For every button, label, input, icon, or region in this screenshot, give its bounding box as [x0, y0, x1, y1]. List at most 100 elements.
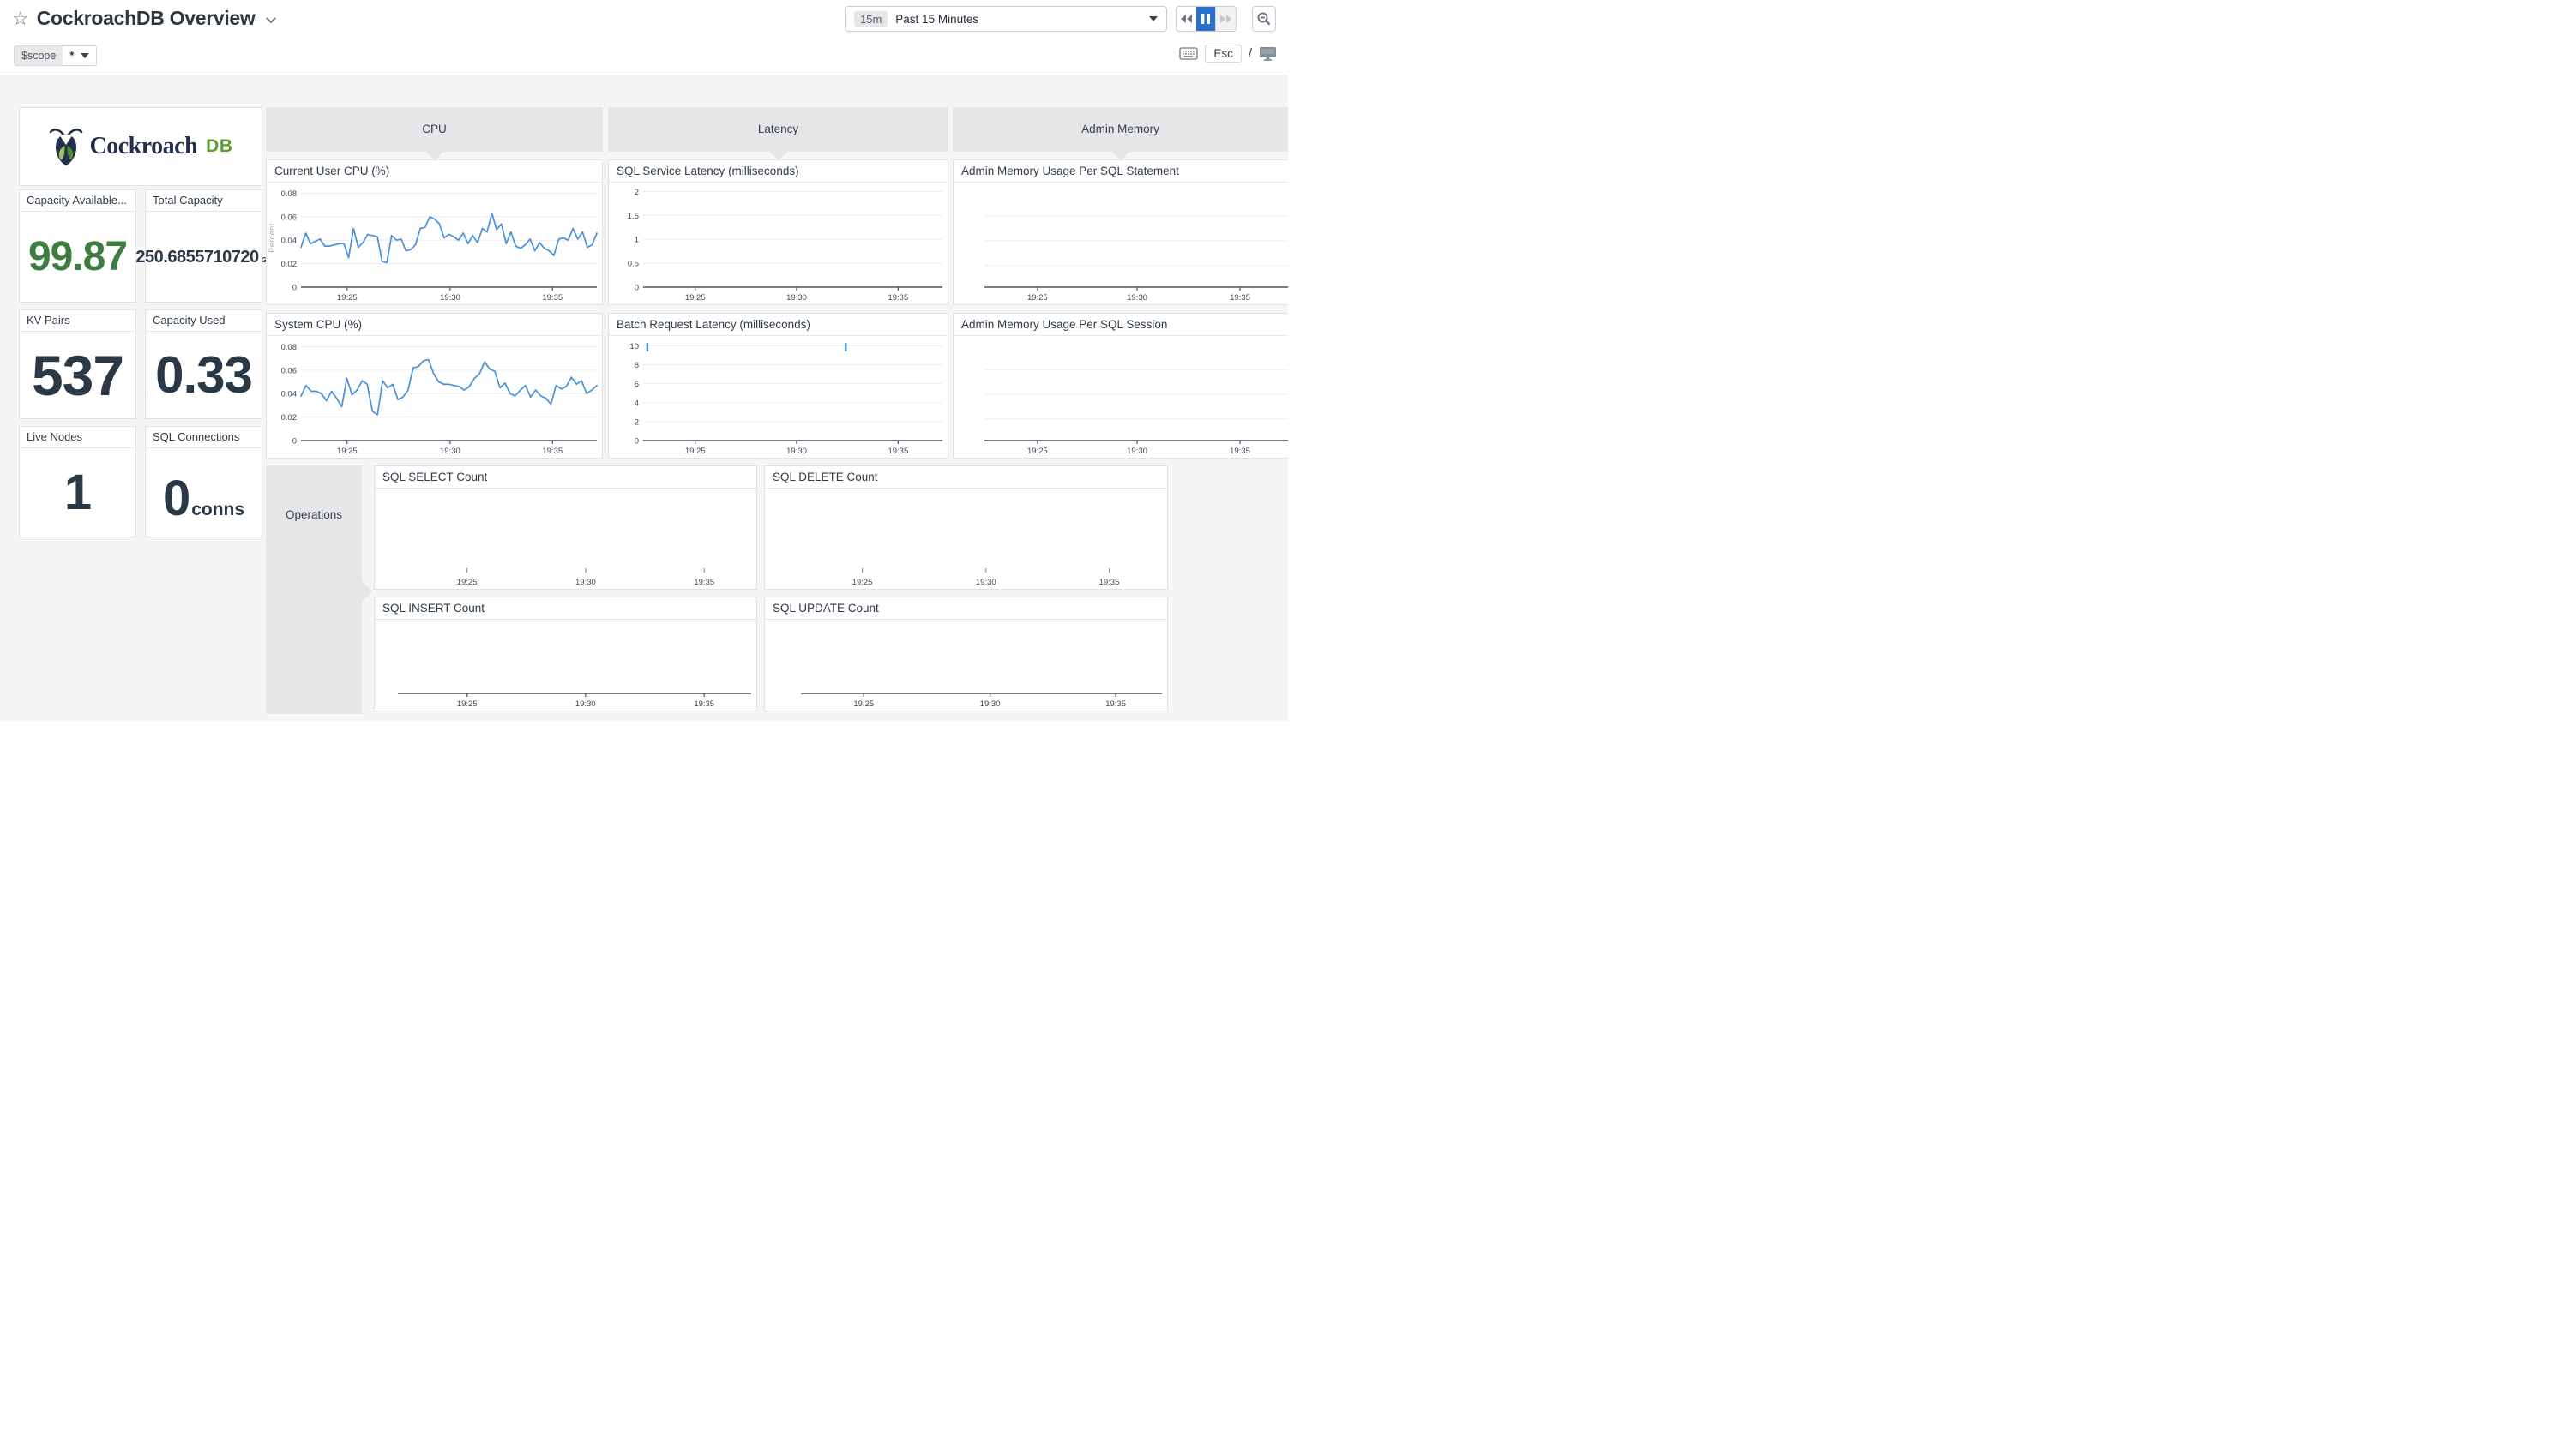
group-header-cpu[interactable]: CPU: [266, 107, 603, 160]
chart-title: Admin Memory Usage Per SQL Statement: [954, 160, 1288, 183]
svg-text:19:35: 19:35: [694, 699, 714, 709]
svg-text:19:30: 19:30: [1127, 293, 1147, 303]
svg-text:19:30: 19:30: [786, 293, 807, 303]
svg-text:0.08: 0.08: [281, 343, 298, 352]
scope-variable-select[interactable]: $scope *: [14, 45, 98, 66]
query-value-total-capacity: Total Capacity 250.6855710720 GB: [135, 189, 272, 303]
system-cpu-chart[interactable]: 0 0.02 0.04 0.06 0.08 19:25 19:30 19:35: [267, 336, 602, 458]
time-range-picker[interactable]: 15m Past 15 Minutes: [845, 6, 1167, 32]
capacity-available-value: 99.87: [27, 233, 128, 279]
chart-widget-batch-request-latency: Batch Request Latency (milliseconds) 0 2 4…: [608, 313, 948, 459]
svg-text:19:35: 19:35: [1230, 293, 1250, 303]
svg-text:19:30: 19:30: [575, 699, 596, 709]
widget-title: Capacity Used: [146, 310, 262, 332]
chevron-down-icon[interactable]: [265, 16, 277, 24]
sql-service-latency-chart[interactable]: 0 0.5 1 1.5 2 19:25 19:30 19:35: [609, 183, 948, 304]
svg-text:0.04: 0.04: [281, 390, 298, 399]
chart-widget-admin-memory-session: Admin Memory Usage Per SQL Session 19:25…: [953, 313, 1288, 459]
capacity-used-value: 0.33: [155, 345, 253, 404]
time-range-label: Past 15 Minutes: [895, 12, 979, 26]
svg-text:2: 2: [635, 417, 639, 427]
chart-widget-sql-insert-count: SQL INSERT Count 19:25 19:30 19:35: [374, 597, 757, 711]
chart-widget-admin-memory-statement: Admin Memory Usage Per SQL Statement 19:…: [953, 159, 1288, 305]
magnifier-minus-icon: [1257, 12, 1271, 26]
svg-text:19:35: 19:35: [542, 293, 563, 303]
svg-text:19:30: 19:30: [980, 699, 1001, 709]
keyboard-shortcuts-icon[interactable]: [1179, 47, 1199, 60]
page-title[interactable]: CockroachDB Overview: [36, 7, 256, 29]
total-capacity-value: 250.6855710720: [135, 247, 259, 267]
admin-memory-session-chart[interactable]: 19:25 19:30 19:35: [954, 336, 1288, 458]
query-value-kv-pairs: KV Pairs 537: [19, 309, 136, 419]
query-value-capacity-available: Capacity Available... 99.87: [19, 189, 136, 303]
svg-text:0.02: 0.02: [281, 260, 298, 269]
dashboard-canvas: Cockroach DB Capacity Available... 99.87…: [0, 75, 1288, 721]
zoom-out-button[interactable]: [1252, 6, 1276, 32]
widget-title: KV Pairs: [20, 310, 135, 332]
live-nodes-value: 1: [63, 464, 92, 520]
playback-controls: [1176, 6, 1237, 32]
chart-title: Current User CPU (%): [267, 160, 602, 183]
widget-title: Live Nodes: [20, 427, 135, 448]
group-notch: [769, 152, 787, 160]
chart-title: SQL SELECT Count: [375, 466, 756, 489]
svg-text:4: 4: [635, 399, 639, 408]
chart-widget-current-user-cpu: Current User CPU (%) 0 0.02 0.04 0.06 0.08 19…: [266, 159, 603, 305]
svg-text:19:35: 19:35: [694, 578, 714, 587]
widget-title: Capacity Available...: [20, 190, 135, 212]
group-header-admin-memory[interactable]: Admin Memory: [953, 107, 1288, 160]
svg-text:0: 0: [635, 284, 639, 293]
sql-update-count-chart[interactable]: 19:25 19:30 19:35: [765, 620, 1167, 711]
svg-text:0: 0: [292, 437, 297, 447]
chart-title: System CPU (%): [267, 314, 602, 336]
svg-text:19:25: 19:25: [337, 447, 358, 456]
chart-title: Admin Memory Usage Per SQL Session: [954, 314, 1288, 336]
svg-text:19:35: 19:35: [1230, 447, 1250, 456]
chart-title: SQL Service Latency (milliseconds): [609, 160, 948, 183]
top-bar: ☆ CockroachDB Overview 15m Past 15 Minut…: [0, 0, 1288, 38]
scope-variable-name: $scope: [15, 46, 63, 65]
group-header-latency[interactable]: Latency: [608, 107, 948, 160]
fast-forward-button[interactable]: [1215, 7, 1236, 31]
rewind-icon: [1180, 15, 1192, 23]
admin-memory-statement-chart[interactable]: 19:25 19:30 19:35: [954, 183, 1288, 304]
svg-text:Percent: Percent: [268, 223, 276, 253]
svg-text:19:35: 19:35: [1099, 578, 1120, 587]
caret-down-icon: [81, 53, 90, 58]
svg-text:1: 1: [635, 236, 639, 245]
group-notch: [1112, 152, 1130, 160]
dashboard-title-group: ☆ CockroachDB Overview: [12, 7, 277, 30]
esc-key-hint: Esc: [1205, 45, 1242, 63]
widget-title: SQL Connections: [146, 427, 262, 448]
svg-text:19:30: 19:30: [976, 578, 996, 587]
svg-text:0: 0: [635, 437, 639, 447]
sql-delete-count-chart[interactable]: 19:25 19:30 19:35: [765, 489, 1167, 589]
rewind-button[interactable]: [1177, 7, 1196, 31]
sql-connections-value: 0: [162, 471, 190, 526]
tv-mode-icon[interactable]: [1259, 46, 1277, 61]
pause-button[interactable]: [1195, 7, 1216, 31]
svg-text:19:25: 19:25: [685, 293, 706, 303]
group-label: Latency: [757, 123, 799, 135]
svg-text:19:25: 19:25: [457, 699, 478, 709]
svg-text:19:25: 19:25: [1027, 447, 1048, 456]
svg-text:19:35: 19:35: [1105, 699, 1126, 709]
chart-title: Batch Request Latency (milliseconds): [609, 314, 948, 336]
batch-request-latency-chart[interactable]: 0 2 4 6 8 10 19:25 19:30 19:35: [609, 336, 948, 458]
svg-text:19:25: 19:25: [685, 447, 706, 456]
sql-insert-count-chart[interactable]: 19:25 19:30 19:35: [375, 620, 756, 711]
svg-text:1.5: 1.5: [628, 212, 639, 221]
svg-text:19:25: 19:25: [852, 578, 873, 587]
chart-widget-sql-delete-count: SQL DELETE Count 19:25 19:30 19:35: [764, 465, 1168, 590]
current-user-cpu-chart[interactable]: 0 0.02 0.04 0.06 0.08 19:25 19:30 19:35 Percent: [267, 183, 602, 304]
sql-select-count-chart[interactable]: 19:25 19:30 19:35: [375, 489, 756, 589]
chart-widget-sql-service-latency: SQL Service Latency (milliseconds) 0 0.5 1…: [608, 159, 948, 305]
favorite-star-icon[interactable]: ☆: [12, 7, 29, 29]
group-header-operations[interactable]: Operations: [266, 465, 373, 714]
svg-text:19:30: 19:30: [440, 447, 460, 456]
scope-variable-value: *: [63, 46, 97, 65]
svg-text:0.02: 0.02: [281, 413, 298, 423]
svg-text:19:35: 19:35: [542, 447, 563, 456]
svg-text:8: 8: [635, 361, 639, 370]
toolbar-right-controls: Esc /: [1179, 45, 1277, 63]
